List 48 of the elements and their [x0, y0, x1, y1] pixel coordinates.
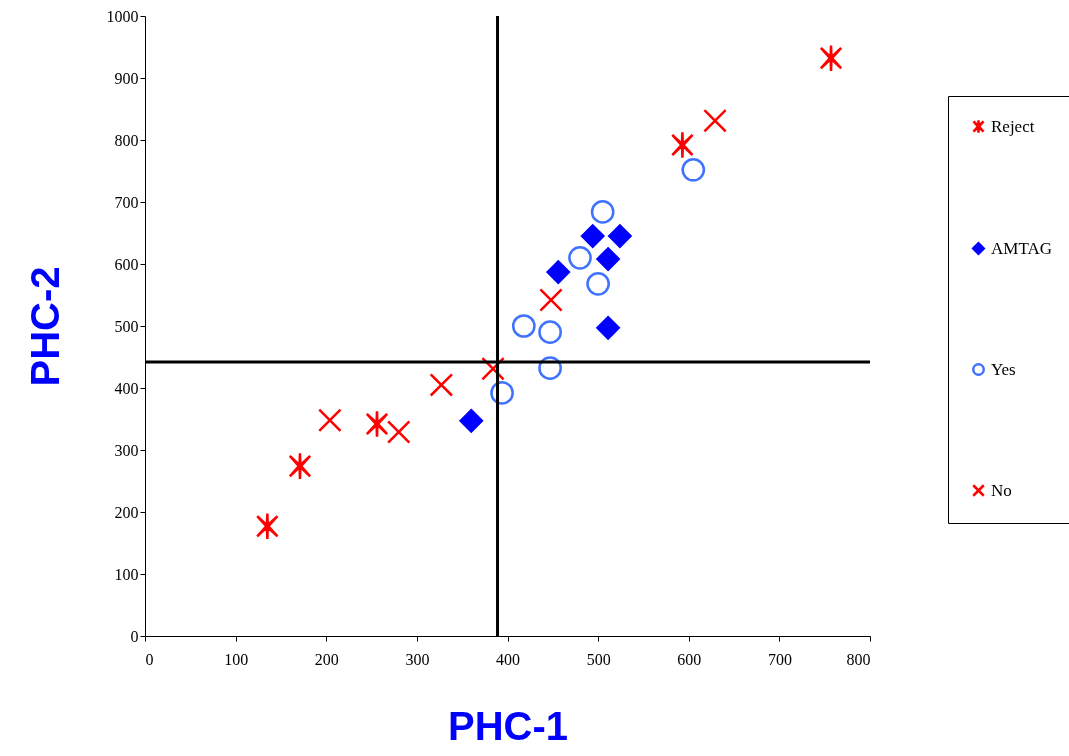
legend-label: AMTAG — [991, 238, 1052, 258]
point — [459, 409, 484, 433]
y-tick-label: 600 — [114, 255, 139, 273]
point — [580, 224, 605, 248]
y-tick-label: 1000 — [106, 7, 139, 25]
point — [539, 288, 563, 312]
y-tick-label: 700 — [114, 193, 139, 211]
x-tick-label: 200 — [314, 650, 339, 668]
y-tick-label: 900 — [114, 69, 139, 87]
x-tick-label: 600 — [677, 650, 702, 668]
x-tick-label: 700 — [767, 650, 792, 668]
y-tick-label: 400 — [114, 379, 139, 397]
x-tick-label: 500 — [586, 650, 611, 668]
x-tick-label: 400 — [496, 650, 520, 668]
point — [288, 452, 312, 481]
point — [318, 408, 342, 433]
y-tick-label: 0 — [130, 627, 139, 645]
point — [681, 157, 706, 182]
x-tick-label: 800 — [846, 650, 871, 668]
point — [538, 320, 562, 345]
point — [590, 200, 615, 224]
point — [511, 314, 536, 338]
point — [546, 260, 571, 284]
y-tick-label: 500 — [114, 317, 139, 335]
x-tick-label: 300 — [405, 650, 430, 668]
x-tick-label: 100 — [224, 650, 249, 668]
point — [365, 409, 389, 438]
point — [568, 245, 592, 270]
point — [819, 44, 843, 73]
y-tick-label: 100 — [114, 565, 139, 583]
point — [596, 247, 620, 271]
point — [608, 224, 632, 248]
point — [671, 130, 694, 159]
x-axis-title: PHC-1 — [447, 703, 569, 748]
legend-label: Reject — [991, 116, 1035, 136]
legend-label: No — [991, 480, 1012, 500]
x-tick-label: 0 — [145, 650, 154, 668]
point — [429, 373, 454, 397]
y-tick-label: 800 — [114, 131, 139, 149]
point — [596, 316, 620, 340]
y-tick-label: 300 — [114, 441, 139, 459]
point — [703, 108, 727, 133]
y-axis-title: PHC-2 — [22, 266, 67, 387]
y-tick-label: 200 — [114, 503, 139, 521]
legend-label: Yes — [991, 359, 1016, 379]
point — [255, 512, 279, 541]
point — [586, 272, 610, 296]
point — [386, 420, 411, 444]
